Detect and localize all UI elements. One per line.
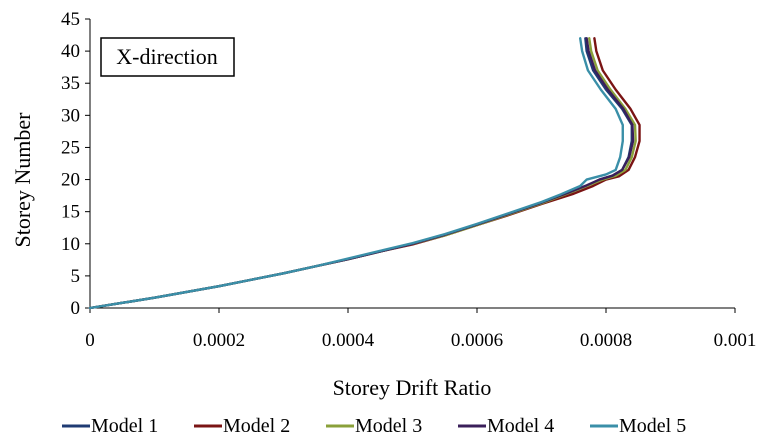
x-tick-label: 0 [85, 330, 95, 351]
x-tick-label: 0.0006 [451, 330, 503, 351]
y-tick-label: 5 [71, 266, 81, 287]
legend-label-model-4: Model 4 [487, 415, 554, 437]
legend-label-model-1: Model 1 [91, 415, 158, 437]
series-line-model-2 [88, 37, 641, 310]
series-line-model-3 [88, 37, 637, 310]
series-line-model-1 [88, 37, 633, 310]
y-tick-label: 35 [61, 73, 80, 94]
legend-label-model-2: Model 2 [223, 415, 290, 437]
y-tick-label: 40 [61, 41, 80, 62]
x-tick-label: 0.0002 [193, 330, 245, 351]
annotation-frame [100, 37, 235, 77]
y-tick-label: 25 [61, 137, 80, 158]
plot-axes [89, 19, 735, 309]
annotation-box: X-direction [100, 37, 235, 77]
y-tick-label: 15 [61, 202, 80, 223]
annotation-text: X-direction [116, 44, 217, 69]
y-tick-label: 30 [61, 105, 80, 126]
y-axis-title: Storey Number [10, 112, 35, 248]
x-tick-labels: 0 0.0002 0.0004 0.0006 0.0008 0.001 [85, 308, 756, 351]
legend-label-model-3: Model 3 [355, 415, 422, 437]
y-tick-label: 0 [71, 298, 81, 319]
y-tick-label: 45 [61, 9, 80, 30]
series-lines [88, 37, 641, 310]
series-line-model-4 [88, 37, 635, 310]
x-tick-label: 0.001 [714, 330, 757, 351]
legend: Model 1 Model 2 Model 3 Model 4 Model 5 [62, 415, 686, 437]
x-tick-label: 0.0004 [322, 330, 375, 351]
x-tick-label: 0.0008 [580, 330, 632, 351]
y-tick-label: 10 [61, 234, 80, 255]
series-line-model-5 [88, 37, 624, 310]
x-axis-title: Storey Drift Ratio [333, 375, 492, 400]
legend-label-model-5: Model 5 [619, 415, 686, 437]
y-tick-labels: 0 5 10 15 20 25 30 35 40 45 [61, 9, 90, 319]
y-tick-label: 20 [61, 170, 80, 191]
